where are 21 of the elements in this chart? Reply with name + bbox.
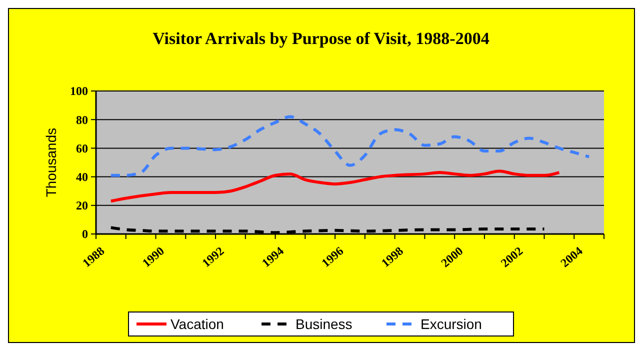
chart-title: Visitor Arrivals by Purpose of Visit, 1988-2004 <box>152 29 490 48</box>
legend-label: Business <box>296 316 352 332</box>
x-tick-label: 1992 <box>199 244 227 270</box>
x-tick-label: 2000 <box>438 244 466 270</box>
y-tick-label: 0 <box>82 227 88 242</box>
line-series <box>109 115 591 177</box>
x-tick-label: 1998 <box>378 244 406 270</box>
x-tick-label: 2002 <box>498 244 526 270</box>
y-tick-label: 100 <box>70 84 88 98</box>
x-tick-label: 1990 <box>140 244 167 270</box>
y-tick-label: 60 <box>76 141 88 156</box>
x-tick-label: 1988 <box>80 244 108 270</box>
legend-label: Excursion <box>420 316 482 332</box>
y-axis-title: Thousands <box>43 128 59 198</box>
y-tick-label: 20 <box>76 198 88 213</box>
y-tick-label: 40 <box>76 170 88 184</box>
line-series <box>109 170 561 203</box>
x-tick-label: 1996 <box>318 244 346 270</box>
y-tick-label: 80 <box>76 112 88 127</box>
x-tick-label: 1994 <box>259 244 286 270</box>
legend-label: Vacation <box>170 316 224 332</box>
